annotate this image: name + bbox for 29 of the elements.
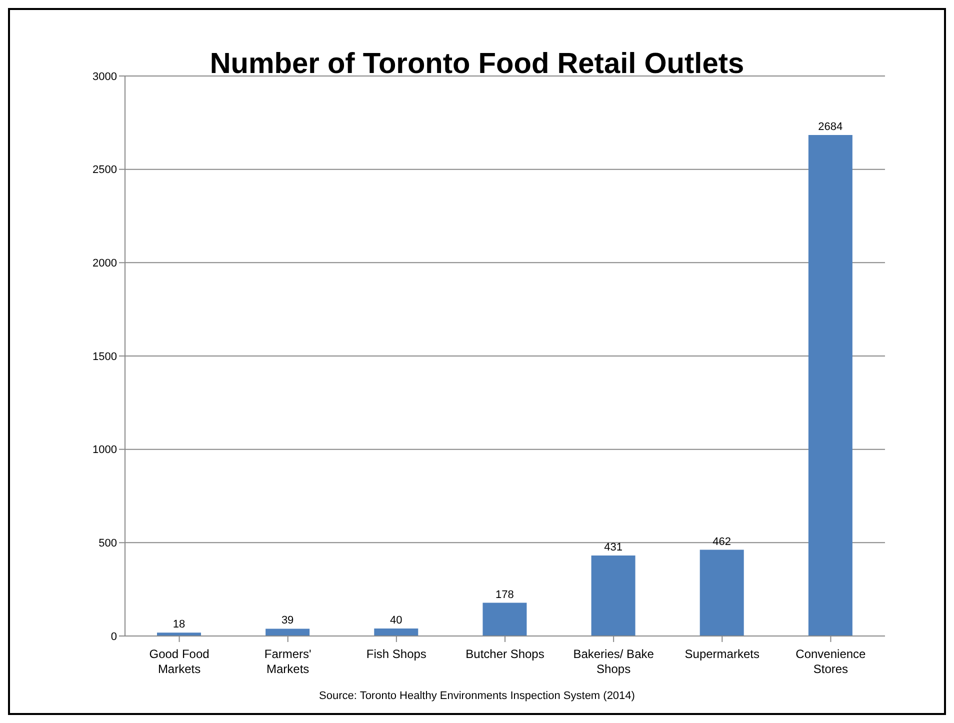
y-tick-label: 3000 — [92, 70, 117, 83]
x-tick-label: Fish Shops — [366, 647, 426, 661]
source-note: Source: Toronto Healthy Environments Inspection System (2014) — [318, 690, 636, 702]
bar — [374, 628, 418, 636]
y-tick-label: 2000 — [92, 258, 117, 270]
data-label: 18 — [172, 618, 186, 631]
bar — [700, 550, 744, 636]
y-tick-label: 0 — [110, 630, 117, 643]
bar — [266, 628, 310, 636]
x-tick-label: Bakeries/ Bake Shops — [573, 647, 654, 676]
data-label: 462 — [712, 536, 732, 548]
x-tick-label: Good Food Markets — [149, 647, 210, 676]
data-label: 2684 — [818, 120, 843, 133]
x-tick-label: Farmers' Markets — [264, 647, 312, 676]
y-tick-label: 1500 — [92, 350, 117, 363]
data-label: 40 — [390, 614, 402, 627]
y-tick-label: 1000 — [92, 444, 117, 456]
bar — [808, 134, 852, 636]
x-tick-label: Supermarkets — [684, 647, 760, 661]
bar — [591, 556, 636, 636]
x-tick-label: Convenience Stores — [796, 647, 866, 676]
data-label: 39 — [281, 614, 294, 627]
x-tick-label: Butcher Shops — [466, 647, 544, 661]
data-label: 431 — [604, 542, 622, 554]
y-tick-label: 500 — [98, 538, 117, 550]
data-label: 178 — [496, 588, 514, 601]
y-tick-label: 2500 — [92, 164, 117, 176]
chart-title: Number of Toronto Food Retail Outlets — [210, 48, 744, 80]
bar — [482, 602, 527, 636]
